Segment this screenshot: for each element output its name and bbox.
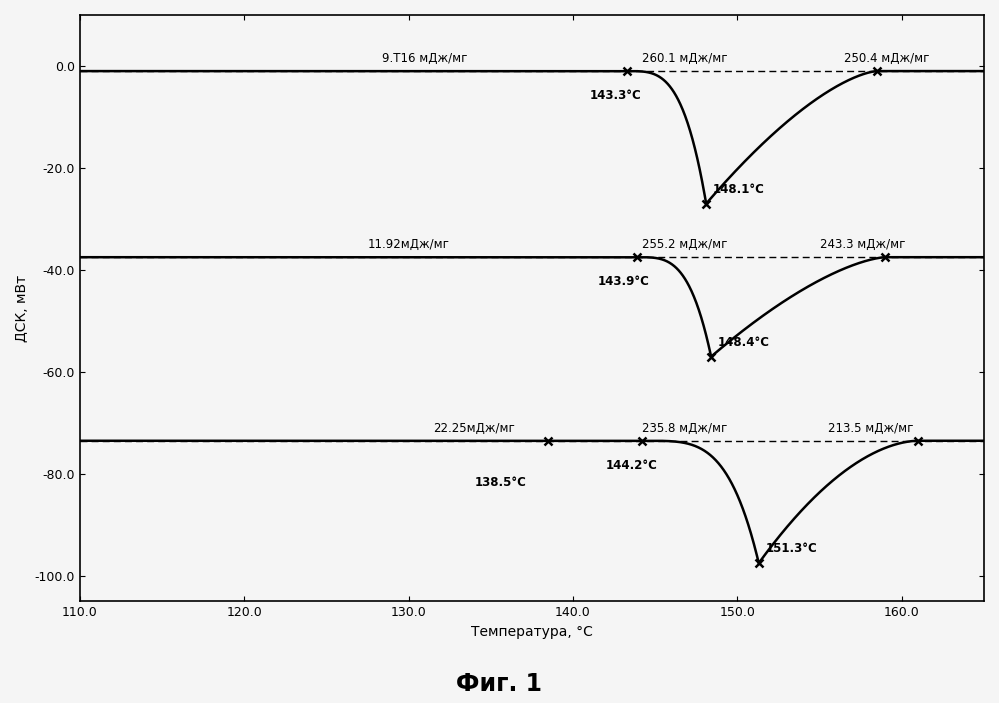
Text: Фиг. 1: Фиг. 1 — [457, 672, 542, 696]
X-axis label: Температура, °C: Температура, °C — [471, 625, 592, 639]
Text: 148.4°C: 148.4°C — [717, 336, 769, 349]
Text: 213.5 мДж/мг: 213.5 мДж/мг — [828, 422, 913, 434]
Text: 144.2°C: 144.2°C — [605, 458, 657, 472]
Text: 243.3 мДж/мг: 243.3 мДж/мг — [819, 238, 905, 251]
Text: 260.1 мДж/мг: 260.1 мДж/мг — [642, 52, 727, 65]
Text: 235.8 мДж/мг: 235.8 мДж/мг — [642, 422, 727, 434]
Text: 255.2 мДж/мг: 255.2 мДж/мг — [642, 238, 727, 251]
Text: 11.92мДж/мг: 11.92мДж/мг — [368, 238, 450, 251]
Text: 151.3°C: 151.3°C — [765, 543, 817, 555]
Text: 148.1°C: 148.1°C — [712, 183, 764, 196]
Y-axis label: ДСК, мВт: ДСК, мВт — [15, 275, 29, 342]
Text: 9.Т16 мДж/мг: 9.Т16 мДж/мг — [383, 52, 468, 65]
Text: 143.3°C: 143.3°C — [589, 89, 641, 102]
Text: 138.5°C: 138.5°C — [475, 477, 526, 489]
Text: 22.25мДж/мг: 22.25мДж/мг — [434, 422, 515, 434]
Text: 143.9°C: 143.9°C — [597, 275, 649, 288]
Text: 250.4 мДж/мг: 250.4 мДж/мг — [844, 52, 930, 65]
